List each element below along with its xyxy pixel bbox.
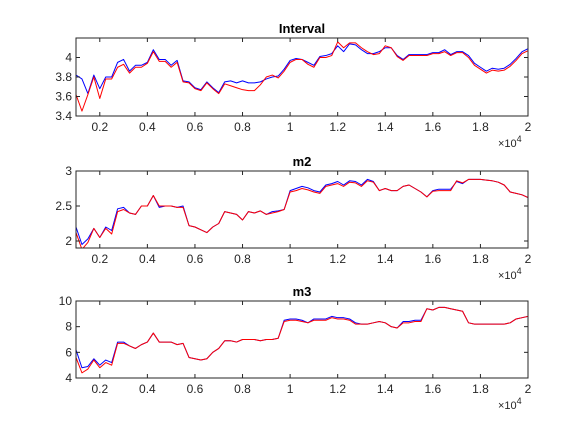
x-tick-label: 1.6 [424, 382, 441, 396]
plot-area: 0.2 0.4 0.6 0.8 1 1.2 1.4 1.6 1.8 2 3.4 3.6 3.8 4 ×104 [55, 37, 532, 150]
x-tick-label: 1.2 [329, 382, 346, 396]
y-tick-label: 4 [65, 371, 72, 385]
x-tick-label: 1 [287, 382, 294, 396]
x-tick-label: 2 [525, 120, 532, 134]
x-tick-label: 0.4 [139, 120, 156, 134]
series-group [76, 306, 528, 374]
y-tick-label: 3.6 [55, 90, 72, 104]
chart-title: m2 [293, 154, 312, 169]
x-tick-label: 0.2 [91, 120, 108, 134]
y-tick-label: 10 [59, 294, 73, 308]
x-tick-label: 0.8 [234, 252, 251, 266]
x-multiplier-label: ×104 [498, 266, 522, 282]
x-tick-label: 0.6 [187, 382, 204, 396]
x-tick-label: 2 [525, 382, 532, 396]
chart-title: Interval [279, 21, 325, 36]
x-tick-label: 1.8 [472, 252, 489, 266]
x-tick-label: 0.6 [187, 120, 204, 134]
y-tick-label: 4 [65, 51, 72, 65]
series-group [76, 41, 528, 112]
x-tick-label: 1 [287, 252, 294, 266]
subplot-m3: m3 0.2 0.4 0.6 0.8 1 1.2 1.4 1.6 1.8 2 4 6 8 10 ×104 [59, 284, 532, 412]
x-tick-label: 0.8 [234, 382, 251, 396]
x-tick-label: 1 [287, 120, 294, 134]
x-multiplier-label: ×104 [498, 396, 522, 412]
y-tick-label: 8 [65, 320, 72, 334]
plot-area: 0.2 0.4 0.6 0.8 1 1.2 1.4 1.6 1.8 2 4 6 8 10 ×104 [59, 294, 532, 412]
y-tick-label: 6 [65, 345, 72, 359]
axes-frame [75, 300, 529, 379]
y-tick-label: 3 [65, 164, 72, 178]
x-tick-label: 1.4 [377, 120, 394, 134]
subplot-m2: m2 0.2 0.4 0.6 0.8 1 1.2 1.4 1.6 1.8 2 2 2.5 3 ×104 [55, 154, 531, 282]
x-tick-label: 1.6 [424, 252, 441, 266]
x-tick-label: 1.4 [377, 252, 394, 266]
y-tick-label: 2.5 [55, 199, 72, 213]
x-tick-label: 0.4 [139, 252, 156, 266]
series-line-red [76, 41, 528, 112]
chart-title: m3 [293, 284, 312, 299]
x-tick-label: 1.8 [472, 120, 489, 134]
y-tick-label: 3.8 [55, 70, 72, 84]
x-tick-label: 0.2 [91, 382, 108, 396]
plot-area: 0.2 0.4 0.6 0.8 1 1.2 1.4 1.6 1.8 2 2 2.5 3 ×104 [55, 164, 531, 282]
y-tick-label: 3.4 [55, 109, 72, 123]
x-tick-label: 1.8 [472, 382, 489, 396]
x-multiplier-label: ×104 [498, 134, 522, 150]
x-tick-label: 0.6 [187, 252, 204, 266]
series-line-red [76, 178, 528, 248]
series-line-red [76, 306, 528, 374]
subplot-interval: Interval 0.2 0.4 0.6 0.8 1 1.2 1.4 1.6 1.8 2 3.4 3.… [55, 21, 531, 150]
x-tick-label: 1.6 [424, 120, 441, 134]
x-tick-label: 1.4 [377, 382, 394, 396]
x-tick-label: 2 [525, 252, 532, 266]
x-tick-label: 1.2 [329, 252, 346, 266]
x-tick-label: 1.2 [329, 120, 346, 134]
x-tick-label: 0.4 [139, 382, 156, 396]
series-group [76, 178, 528, 248]
x-tick-label: 0.2 [91, 252, 108, 266]
y-tick-label: 2 [65, 234, 72, 248]
x-tick-label: 0.8 [234, 120, 251, 134]
axes-frame [75, 170, 529, 249]
